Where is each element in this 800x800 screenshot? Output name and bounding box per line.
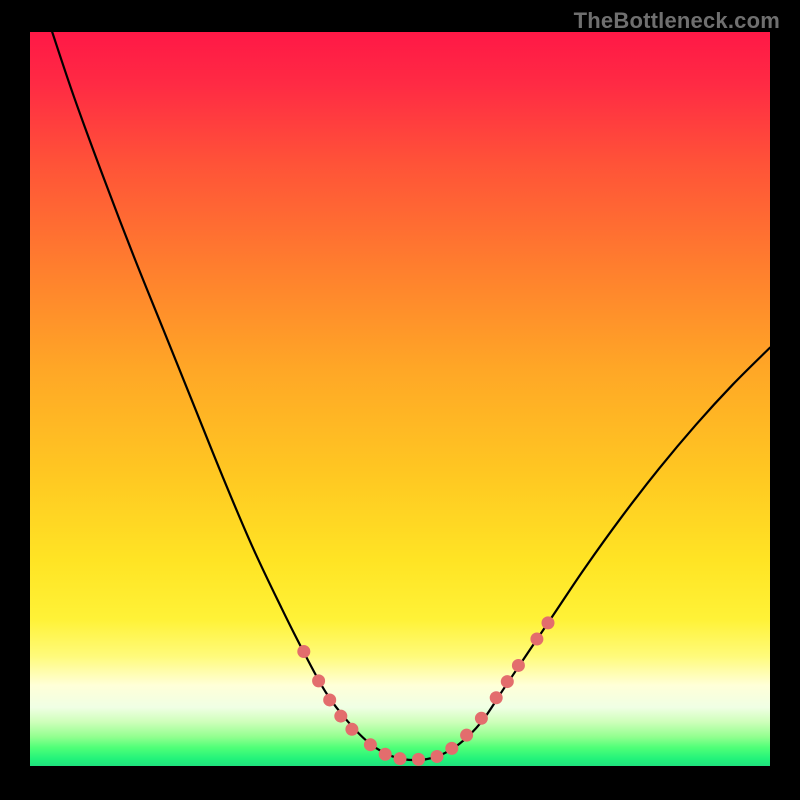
data-marker bbox=[312, 674, 325, 687]
data-marker bbox=[460, 729, 473, 742]
data-marker bbox=[431, 750, 444, 763]
chart-frame: { "watermark": { "text": "TheBottleneck.… bbox=[0, 0, 800, 800]
data-marker bbox=[379, 748, 392, 761]
data-marker bbox=[334, 710, 347, 723]
plot-background bbox=[30, 32, 770, 766]
data-marker bbox=[364, 738, 377, 751]
data-marker bbox=[530, 633, 543, 646]
data-marker bbox=[490, 691, 503, 704]
data-marker bbox=[412, 753, 425, 766]
watermark-text: TheBottleneck.com bbox=[574, 8, 780, 34]
bottleneck-chart bbox=[0, 0, 800, 800]
data-marker bbox=[475, 712, 488, 725]
data-marker bbox=[345, 723, 358, 736]
data-marker bbox=[323, 693, 336, 706]
data-marker bbox=[445, 742, 458, 755]
data-marker bbox=[512, 659, 525, 672]
data-marker bbox=[542, 616, 555, 629]
data-marker bbox=[394, 752, 407, 765]
data-marker bbox=[501, 675, 514, 688]
data-marker bbox=[297, 645, 310, 658]
